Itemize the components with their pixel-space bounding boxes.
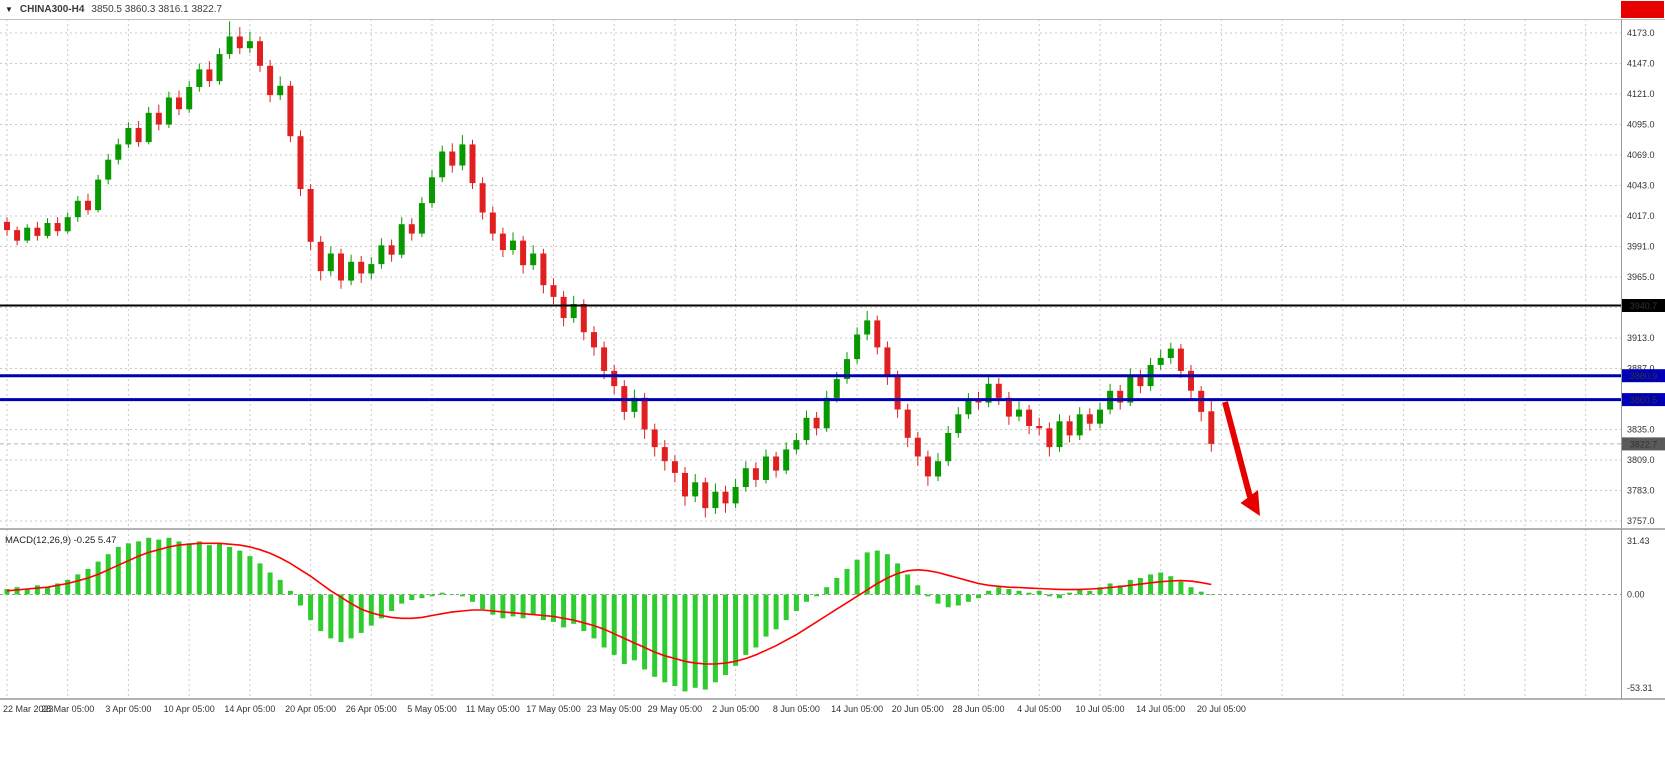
candlestick-series	[4, 21, 1215, 518]
chart-header: ▼ CHINA300-H4 3850.5 3860.3 3816.1 3822.…	[0, 0, 222, 19]
macd-signal-line	[6, 542, 1212, 665]
horizontal-gridlines	[0, 32, 1621, 522]
symbol-title: CHINA300-H4	[19, 4, 85, 15]
svg-text:4017.0: 4017.0	[1627, 211, 1655, 221]
svg-text:3913.0: 3913.0	[1627, 333, 1655, 343]
svg-text:28 Jun 05:00: 28 Jun 05:00	[952, 704, 1004, 714]
ohlc-values: 3850.5 3860.3 3816.1 3822.7	[91, 4, 223, 15]
svg-text:4095.0: 4095.0	[1627, 120, 1655, 130]
chevron-down-icon[interactable]: ▼	[5, 4, 13, 14]
svg-text:3757.0: 3757.0	[1627, 516, 1655, 526]
svg-text:3940.7: 3940.7	[1630, 301, 1658, 311]
svg-text:4 Jul 05:00: 4 Jul 05:00	[1017, 704, 1061, 714]
svg-text:-53.31: -53.31	[1627, 683, 1653, 693]
svg-text:14 Jun 05:00: 14 Jun 05:00	[831, 704, 883, 714]
svg-text:0.00: 0.00	[1627, 590, 1645, 600]
macd-axis-labels: 31.43 0.00 -53.31	[1627, 536, 1653, 693]
svg-text:3965.0: 3965.0	[1627, 272, 1655, 282]
svg-text:2 Jun 05:00: 2 Jun 05:00	[712, 704, 759, 714]
svg-text:29 May 05:00: 29 May 05:00	[648, 704, 703, 714]
svg-text:23 May 05:00: 23 May 05:00	[587, 704, 642, 714]
svg-text:20 Apr 05:00: 20 Apr 05:00	[285, 704, 336, 714]
y-axis-labels: 4173.0 4147.0 4121.0 4095.0 4069.0 4043.0 4017…	[1627, 28, 1655, 526]
price-badges: 3940.7 3880.9 3860.5 3822.7	[1622, 299, 1665, 451]
svg-text:26 Apr 05:00: 26 Apr 05:00	[346, 704, 397, 714]
svg-text:8 Jun 05:00: 8 Jun 05:00	[773, 704, 820, 714]
svg-text:3822.7: 3822.7	[1630, 439, 1658, 449]
svg-text:3809.0: 3809.0	[1627, 455, 1655, 465]
svg-text:3880.9: 3880.9	[1630, 371, 1658, 381]
svg-text:5 May 05:00: 5 May 05:00	[407, 704, 457, 714]
macd-indicator-label: MACD(12,26,9) -0.25 5.47	[5, 535, 117, 546]
svg-text:3860.5: 3860.5	[1630, 395, 1658, 405]
svg-text:4147.0: 4147.0	[1627, 59, 1655, 69]
svg-text:14 Jul 05:00: 14 Jul 05:00	[1136, 704, 1185, 714]
down-arrow-annotation[interactable]	[1222, 401, 1260, 516]
svg-text:20 Jun 05:00: 20 Jun 05:00	[892, 704, 944, 714]
svg-text:3835.0: 3835.0	[1627, 425, 1655, 435]
svg-text:3783.0: 3783.0	[1627, 486, 1655, 496]
svg-text:20 Jul 05:00: 20 Jul 05:00	[1197, 704, 1246, 714]
red-rectangle-annotation[interactable]	[1621, 1, 1664, 18]
svg-text:22 Mar 2023: 22 Mar 2023	[3, 704, 54, 714]
pane-separators	[0, 19, 1665, 700]
svg-text:4069.0: 4069.0	[1627, 150, 1655, 160]
svg-text:10 Apr 05:00: 10 Apr 05:00	[164, 704, 215, 714]
svg-text:11 May 05:00: 11 May 05:00	[466, 704, 520, 714]
svg-text:28 Mar 05:00: 28 Mar 05:00	[41, 704, 94, 714]
svg-text:4121.0: 4121.0	[1627, 89, 1655, 99]
svg-text:4173.0: 4173.0	[1627, 28, 1655, 38]
svg-text:31.43: 31.43	[1627, 536, 1650, 546]
svg-text:14 Apr 05:00: 14 Apr 05:00	[224, 704, 275, 714]
svg-text:3991.0: 3991.0	[1627, 242, 1655, 252]
svg-text:10 Jul 05:00: 10 Jul 05:00	[1075, 704, 1124, 714]
svg-text:17 May 05:00: 17 May 05:00	[526, 704, 581, 714]
svg-text:4043.0: 4043.0	[1627, 181, 1655, 191]
svg-text:3887.0: 3887.0	[1627, 364, 1655, 374]
macd-histogram	[4, 537, 1214, 692]
svg-text:3 Apr 05:00: 3 Apr 05:00	[105, 704, 151, 714]
